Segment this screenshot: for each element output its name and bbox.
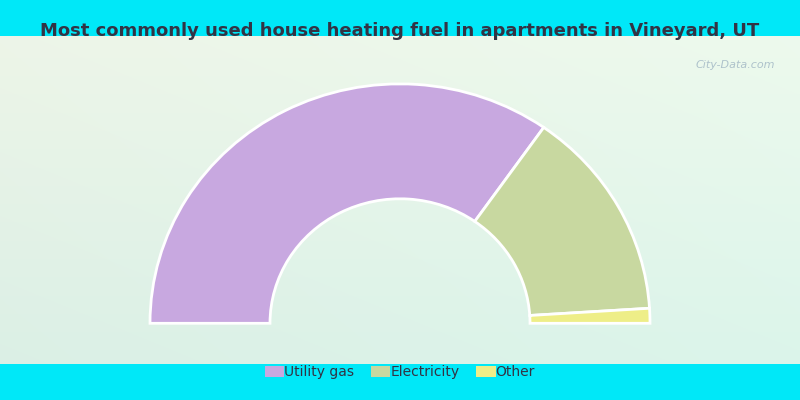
Wedge shape xyxy=(530,308,650,323)
Text: City-Data.com: City-Data.com xyxy=(695,60,775,70)
Text: Most commonly used house heating fuel in apartments in Vineyard, UT: Most commonly used house heating fuel in… xyxy=(40,22,760,40)
Legend: Utility gas, Electricity, Other: Utility gas, Electricity, Other xyxy=(261,361,539,383)
Wedge shape xyxy=(474,128,650,316)
Wedge shape xyxy=(150,84,544,323)
